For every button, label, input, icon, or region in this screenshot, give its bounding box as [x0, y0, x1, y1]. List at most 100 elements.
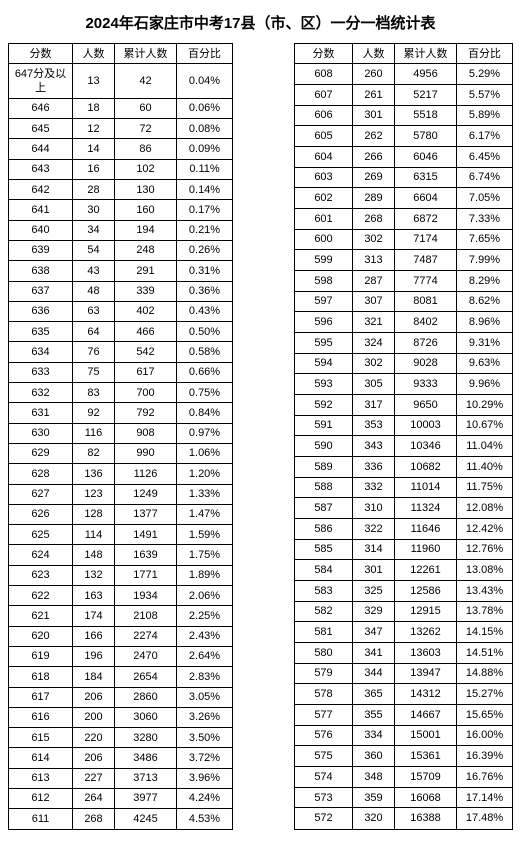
cell-score: 631 [9, 403, 73, 423]
cell-percent: 2.43% [177, 626, 233, 646]
cell-cumulative: 5780 [395, 126, 457, 147]
table-row: 60726152175.57% [295, 84, 513, 105]
cell-percent: 0.04% [177, 64, 233, 99]
cell-count: 83 [73, 383, 115, 403]
cell-cumulative: 86 [115, 139, 177, 159]
table-row: 59632184028.96% [295, 312, 513, 333]
table-row: 633756170.66% [9, 362, 233, 382]
cell-cumulative: 8081 [395, 291, 457, 312]
table-row: 635644660.50% [9, 322, 233, 342]
cell-score: 639 [9, 240, 73, 260]
cell-percent: 15.27% [457, 684, 513, 705]
cell-score: 581 [295, 622, 353, 643]
cell-score: 641 [9, 200, 73, 220]
cell-percent: 13.78% [457, 601, 513, 622]
cell-percent: 7.05% [457, 188, 513, 209]
cell-count: 30 [73, 200, 115, 220]
cell-cumulative: 617 [115, 362, 177, 382]
cell-score: 629 [9, 443, 73, 463]
cell-score: 586 [295, 519, 353, 540]
cell-score: 597 [295, 291, 353, 312]
cell-percent: 0.14% [177, 180, 233, 200]
table-row: 64618600.06% [9, 98, 233, 118]
cell-cumulative: 2654 [115, 667, 177, 687]
cell-cumulative: 3977 [115, 788, 177, 808]
cell-score: 613 [9, 768, 73, 788]
cell-score: 607 [295, 84, 353, 105]
cell-cumulative: 130 [115, 180, 177, 200]
cell-score: 636 [9, 301, 73, 321]
cell-cumulative: 10682 [395, 457, 457, 478]
cell-score: 633 [9, 362, 73, 382]
cell-count: 287 [353, 271, 395, 292]
cell-cumulative: 291 [115, 261, 177, 281]
cell-count: 14 [73, 139, 115, 159]
cell-cumulative: 6315 [395, 167, 457, 188]
cell-cumulative: 466 [115, 322, 177, 342]
cell-count: 344 [353, 663, 395, 684]
cell-count: 132 [73, 565, 115, 585]
cell-percent: 0.50% [177, 322, 233, 342]
table-row: 60426660466.45% [295, 146, 513, 167]
table-row: 5763341500116.00% [295, 725, 513, 746]
cell-cumulative: 2470 [115, 646, 177, 666]
cell-cumulative: 12586 [395, 581, 457, 602]
cell-count: 329 [353, 601, 395, 622]
cell-cumulative: 16388 [395, 808, 457, 829]
cell-score: 580 [295, 643, 353, 664]
cell-percent: 12.42% [457, 519, 513, 540]
cell-percent: 0.97% [177, 423, 233, 443]
cell-count: 347 [353, 622, 395, 643]
table-row: 61620030603.26% [9, 707, 233, 727]
table-row: 5833251258613.43% [295, 581, 513, 602]
cell-score: 601 [295, 209, 353, 230]
cell-count: 174 [73, 606, 115, 626]
cell-cumulative: 9650 [395, 395, 457, 416]
cell-cumulative: 1934 [115, 586, 177, 606]
table-row: 592317965010.29% [295, 395, 513, 416]
cell-percent: 1.20% [177, 464, 233, 484]
cell-cumulative: 1249 [115, 484, 177, 504]
cell-score: 647分及以上 [9, 64, 73, 99]
cell-score: 596 [295, 312, 353, 333]
cell-count: 260 [353, 64, 395, 85]
cell-percent: 2.25% [177, 606, 233, 626]
table-row: 62612813771.47% [9, 504, 233, 524]
table-row: 59532487269.31% [295, 333, 513, 354]
cell-score: 593 [295, 374, 353, 395]
cell-count: 54 [73, 240, 115, 260]
cell-score: 602 [295, 188, 353, 209]
cell-percent: 0.58% [177, 342, 233, 362]
cell-score: 595 [295, 333, 353, 354]
cell-score: 634 [9, 342, 73, 362]
cell-count: 13 [73, 64, 115, 99]
cell-count: 325 [353, 581, 395, 602]
cell-score: 623 [9, 565, 73, 585]
cell-cumulative: 2274 [115, 626, 177, 646]
cell-score: 579 [295, 663, 353, 684]
table-row: 631927920.84% [9, 403, 233, 423]
cell-cumulative: 15361 [395, 746, 457, 767]
cell-cumulative: 1126 [115, 464, 177, 484]
cell-percent: 8.29% [457, 271, 513, 292]
table-row: 60826049565.29% [295, 64, 513, 85]
table-row: 60630155185.89% [295, 105, 513, 126]
col-header-percent: 百分比 [457, 44, 513, 64]
cell-percent: 2.83% [177, 667, 233, 687]
cell-percent: 14.51% [457, 643, 513, 664]
cell-percent: 1.89% [177, 565, 233, 585]
tables-container: 分数 人数 累计人数 百分比 647分及以上13420.04%64618600.… [8, 43, 513, 830]
cell-cumulative: 12261 [395, 560, 457, 581]
cell-count: 301 [353, 560, 395, 581]
cell-score: 592 [295, 395, 353, 416]
cell-count: 136 [73, 464, 115, 484]
cell-percent: 1.59% [177, 525, 233, 545]
cell-score: 603 [295, 167, 353, 188]
table-row: 5733591606817.14% [295, 787, 513, 808]
cell-score: 630 [9, 423, 73, 443]
cell-count: 43 [73, 261, 115, 281]
cell-cumulative: 12915 [395, 601, 457, 622]
cell-score: 620 [9, 626, 73, 646]
cell-cumulative: 339 [115, 281, 177, 301]
cell-percent: 11.40% [457, 457, 513, 478]
